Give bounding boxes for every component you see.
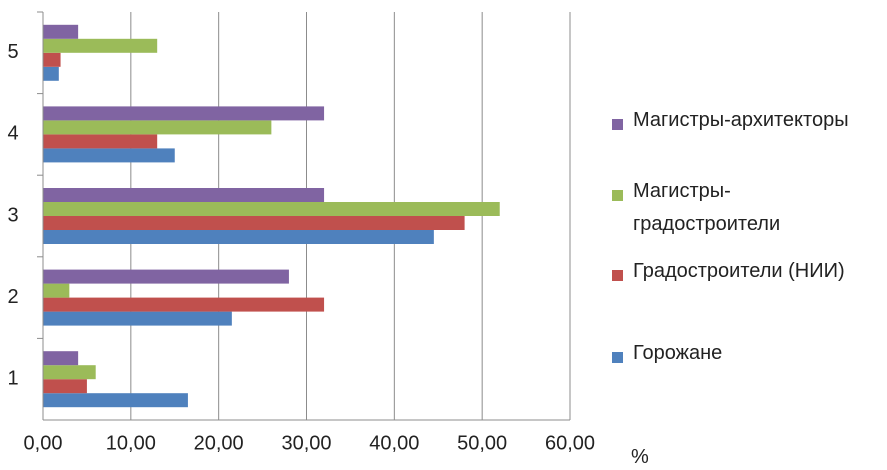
x-tick-label: 0,00 (24, 432, 63, 454)
x-tick-label: 30,00 (281, 432, 331, 454)
bar (43, 188, 324, 202)
y-tick-label: 5 (7, 41, 18, 63)
bar (43, 202, 500, 216)
bar (43, 393, 188, 407)
bar (43, 270, 289, 284)
x-tick-label: 20,00 (194, 432, 244, 454)
x-tick-label: 40,00 (369, 432, 419, 454)
legend-item: Магистры-градостроители (612, 183, 882, 241)
bar (43, 39, 157, 53)
x-tick-label: 50,00 (457, 432, 507, 454)
bar (43, 216, 465, 230)
bar (43, 312, 232, 326)
bar (43, 148, 175, 162)
bar (43, 298, 324, 312)
bar (43, 379, 87, 393)
legend-swatch (612, 119, 623, 130)
bar (43, 106, 324, 120)
legend-item: Горожане (612, 345, 882, 370)
legend-label: Горожане (633, 337, 873, 370)
bar (43, 67, 59, 81)
bar (43, 25, 78, 39)
x-tick-label: 60,00 (545, 432, 595, 454)
legend-item: Магистры-архитекторы (612, 112, 882, 137)
bar (43, 53, 61, 67)
legend-swatch (612, 190, 623, 201)
tick-labels: 0,00 10,00 20,00 30,00 40,00 50,00 60,00 1 2 3 4 5 (7, 41, 595, 454)
bar (43, 230, 434, 244)
x-axis-unit-label: % (631, 446, 649, 469)
y-tick-label: 2 (7, 286, 18, 308)
y-tick-label: 3 (7, 204, 18, 226)
legend-item: Градостроители (НИИ) (612, 263, 882, 288)
bar (43, 365, 96, 379)
x-tick-label: 10,00 (106, 432, 156, 454)
bar (43, 134, 157, 148)
bar (43, 351, 78, 365)
legend-label: Магистры-архитекторы (633, 104, 873, 137)
legend-label: Магистры-градостроители (633, 175, 873, 241)
bar (43, 284, 69, 298)
legend-swatch (612, 270, 623, 281)
y-tick-label: 4 (7, 123, 18, 145)
legend-swatch (612, 352, 623, 363)
bars (43, 25, 500, 407)
y-tick-label: 1 (7, 367, 18, 389)
legend-label: Градостроители (НИИ) (633, 255, 873, 288)
bar (43, 120, 271, 134)
